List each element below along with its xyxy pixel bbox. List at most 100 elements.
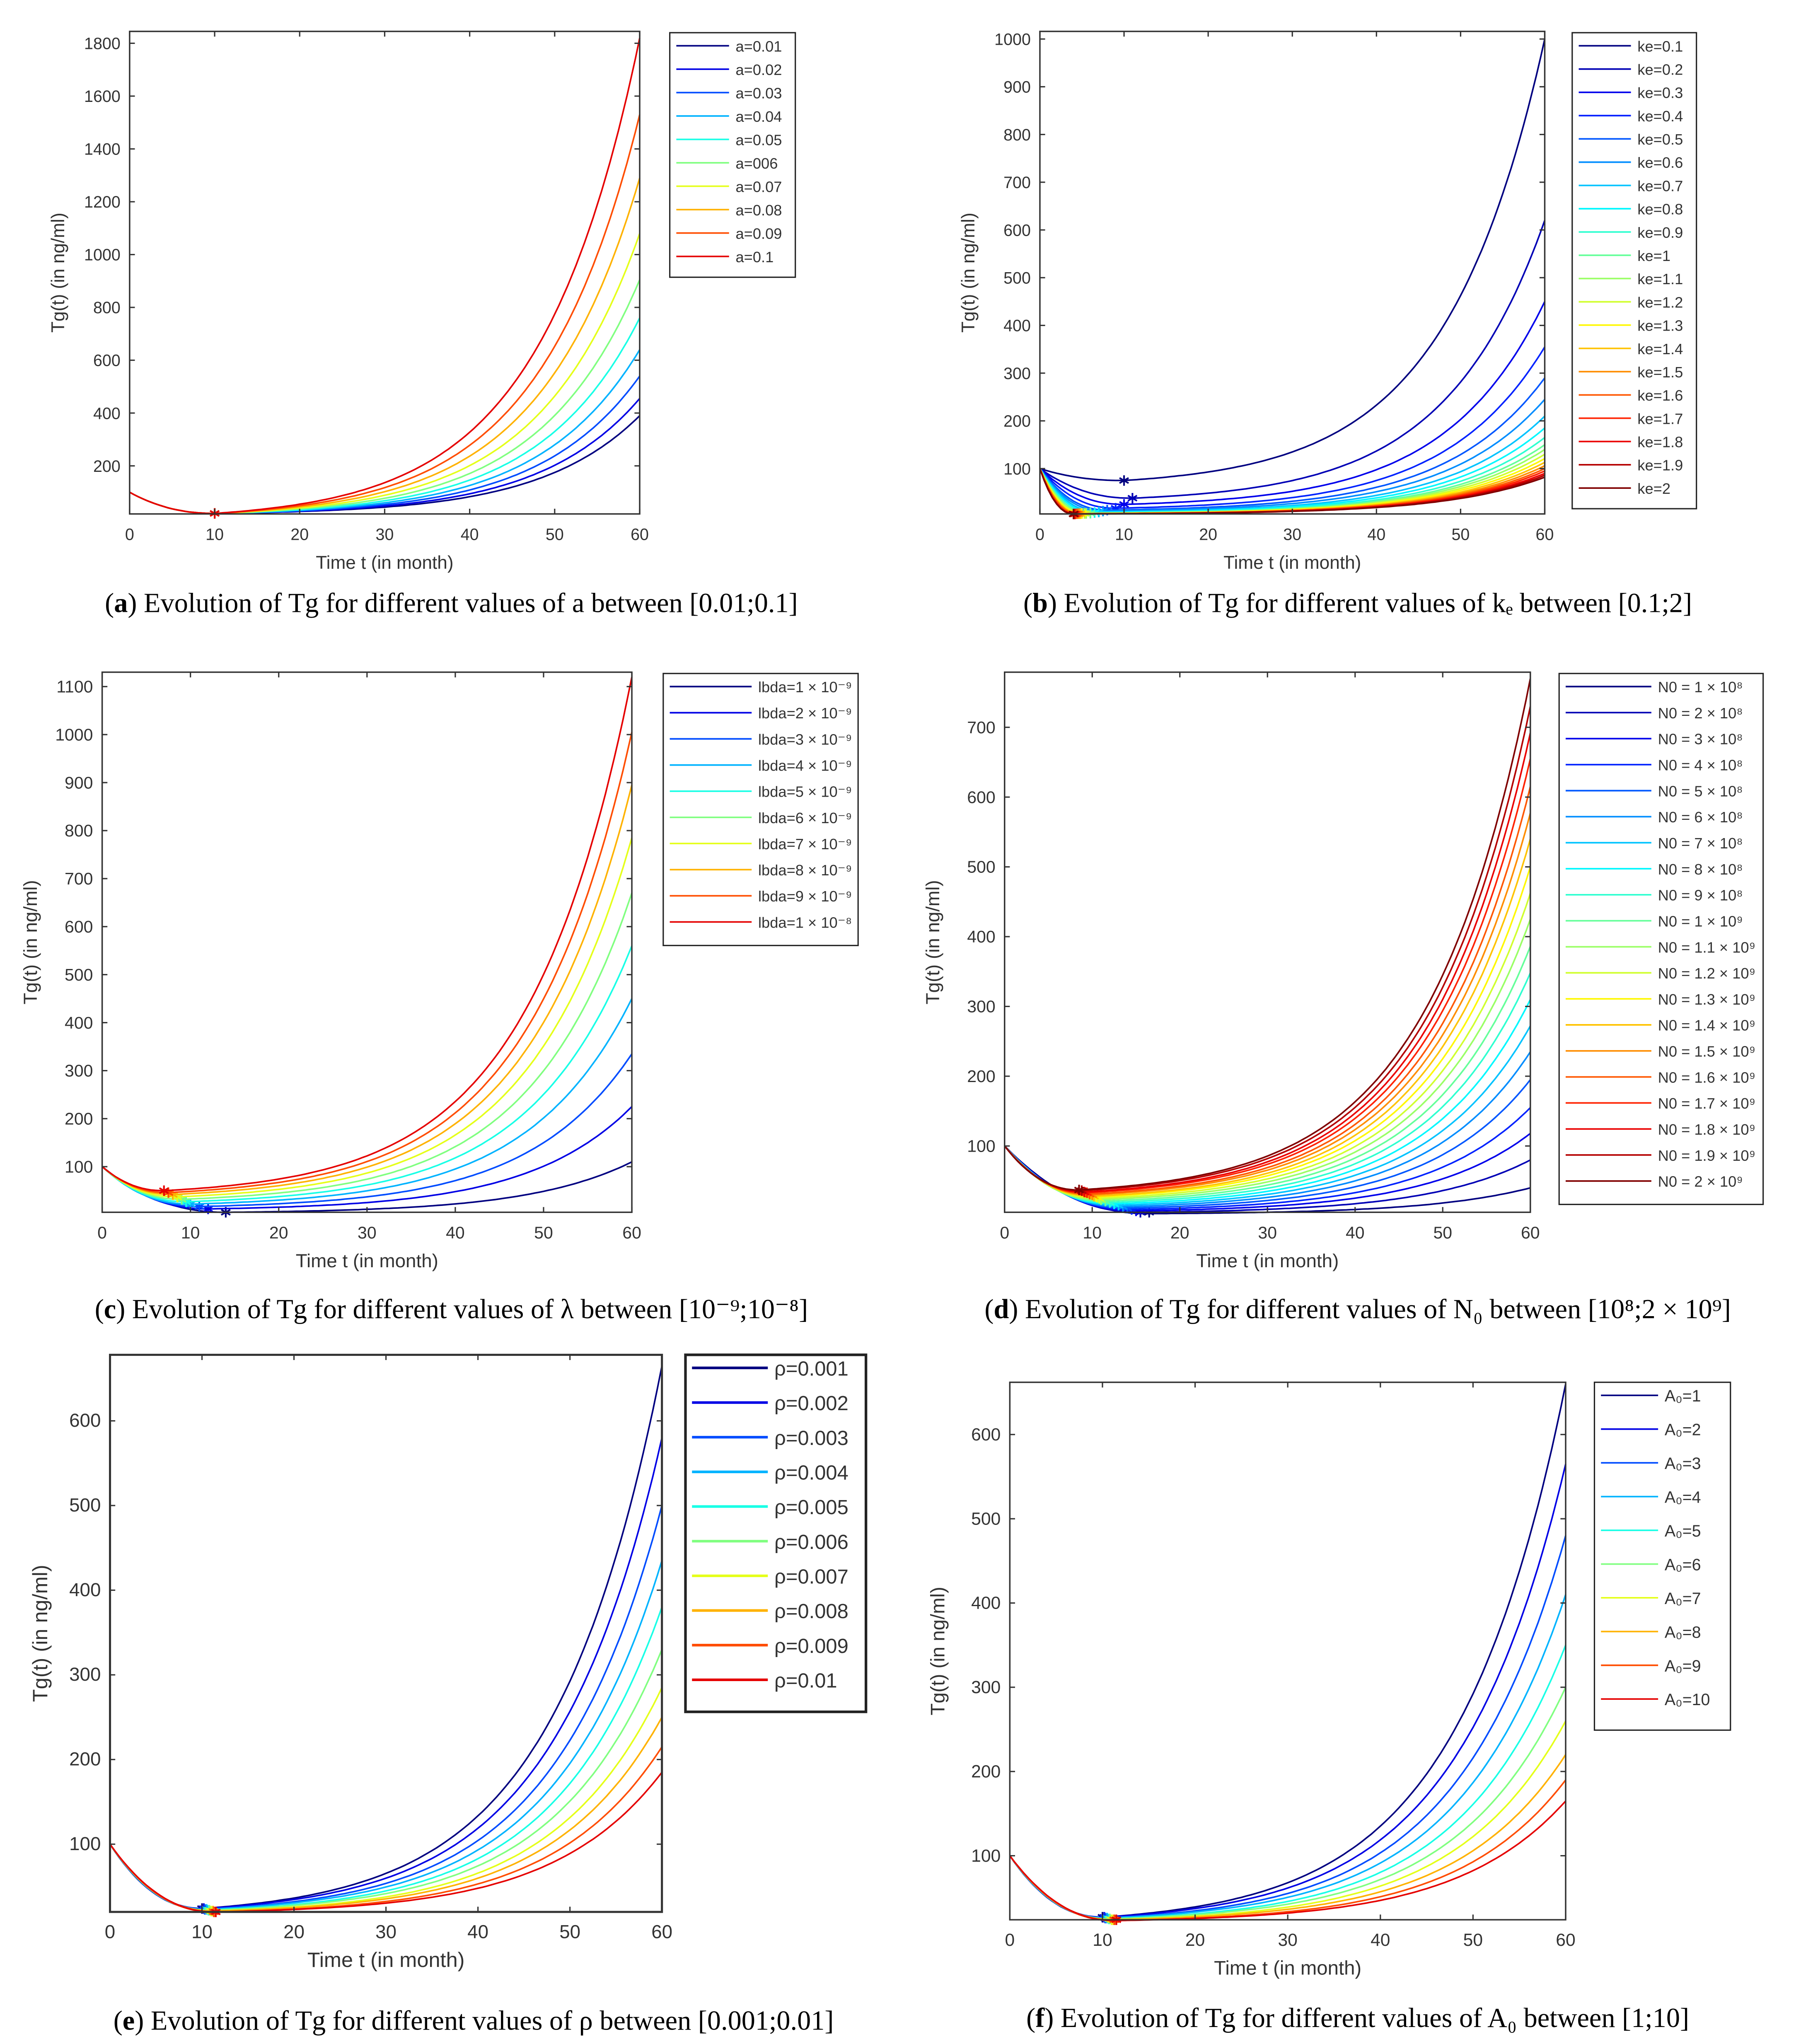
chart-panel-e: 0 10 20 30 40 50 60 100 200 300 400 500 600 Time t (i… xyxy=(28,1353,868,2036)
caption-open: ( xyxy=(95,1294,104,1324)
legend-label: lbda=9 × 10⁻⁹ xyxy=(758,888,852,905)
legend-item: ρ=0.007 xyxy=(692,1566,848,1588)
series-line-5 xyxy=(129,279,641,515)
series-line-3 xyxy=(1039,346,1546,509)
marker-stroke xyxy=(1074,1186,1084,1194)
marker-stroke xyxy=(159,1187,169,1194)
legend-item: a=0.1 xyxy=(676,249,774,266)
series-line-4 xyxy=(109,1607,663,1911)
series-line-5 xyxy=(1004,1051,1531,1208)
legend-label: ρ=0.009 xyxy=(774,1635,848,1657)
series-line-2 xyxy=(129,375,641,515)
legend: ke=0.1 ke=0.2 ke=0.3 ke=0.4 ke=0.5 ke=0.6 ke=0… xyxy=(1571,32,1697,510)
legend-label: a=0.1 xyxy=(735,249,774,266)
series-line-17 xyxy=(1004,732,1531,1193)
legend-item: A₀=9 xyxy=(1601,1657,1701,1675)
legend-item: lbda=1 × 10⁻⁹ xyxy=(670,679,852,696)
legend-item: N0 = 1.7 × 10⁹ xyxy=(1566,1095,1755,1112)
legend-label: ke=0.8 xyxy=(1637,201,1683,218)
legend-label: A₀=10 xyxy=(1665,1691,1710,1709)
legend-item: N0 = 2 × 10⁸ xyxy=(1566,705,1743,722)
y-axis-label: Tg(t) (in ng/ml) xyxy=(48,213,68,333)
series-line-15 xyxy=(1004,786,1531,1195)
legend-label: N0 = 1.1 × 10⁹ xyxy=(1658,939,1756,956)
x-axis-label: Time t (in month) xyxy=(296,1250,438,1271)
y-tick-label: 200 xyxy=(1003,412,1031,430)
x-tick-label: 10 xyxy=(205,526,224,544)
y-tick-label: 1000 xyxy=(84,246,121,264)
y-axis-label: Tg(t) (in ng/ml) xyxy=(927,1587,949,1715)
min-marker-9 xyxy=(159,1185,169,1196)
y-tick-label: 300 xyxy=(69,1664,101,1685)
series-line-9 xyxy=(1009,1800,1566,1921)
y-tick-label: 400 xyxy=(1003,317,1031,335)
legend-item: lbda=5 × 10⁻⁹ xyxy=(670,783,852,800)
legend-item: a=0.08 xyxy=(676,202,782,219)
legend-label: a=0.07 xyxy=(735,178,782,195)
series-line-5 xyxy=(102,893,633,1200)
caption-close: ) xyxy=(135,2005,151,2036)
y-tick-label: 400 xyxy=(93,404,121,423)
legend-item: ke=1.6 xyxy=(1579,387,1683,404)
legend-item: N0 = 1 × 10⁸ xyxy=(1566,679,1743,696)
caption-close: ) xyxy=(1009,1294,1025,1324)
caption: (e) Evolution of Tg for different values… xyxy=(114,2005,834,2036)
legend-label: N0 = 2 × 10⁹ xyxy=(1658,1173,1743,1190)
legend-item: ke=0.7 xyxy=(1579,177,1683,194)
x-tick-label: 20 xyxy=(1185,1930,1205,1950)
legend-item: ke=1.7 xyxy=(1579,410,1683,427)
series-line-7 xyxy=(1009,1754,1566,1921)
caption-open: ( xyxy=(114,2005,123,2036)
series-line-5 xyxy=(1009,1687,1566,1920)
series-line-13 xyxy=(1004,838,1531,1197)
y-tick-label: 1400 xyxy=(84,140,121,159)
series-line-4 xyxy=(129,317,641,515)
legend-label: N0 = 1 × 10⁹ xyxy=(1658,913,1743,930)
legend-item: A₀=10 xyxy=(1601,1691,1710,1709)
x-tick-label: 20 xyxy=(290,526,309,544)
y-tick-label: 200 xyxy=(65,1109,93,1128)
legend: lbda=1 × 10⁻⁹ lbda=2 × 10⁻⁹ lbda=3 × 10⁻⁹ l… xyxy=(662,673,859,946)
legend-item: ρ=0.006 xyxy=(692,1531,848,1554)
legend-label: N0 = 8 × 10⁸ xyxy=(1658,861,1743,878)
legend-label: ke=0.4 xyxy=(1637,108,1683,125)
legend-item: N0 = 3 × 10⁸ xyxy=(1566,731,1743,748)
x-tick-label: 40 xyxy=(446,1223,465,1242)
y-tick-label: 600 xyxy=(967,788,995,807)
legend-item: A₀=2 xyxy=(1601,1421,1701,1439)
legend-label: ke=0.7 xyxy=(1637,177,1683,194)
y-tick-label: 100 xyxy=(65,1157,93,1176)
legend-label: A₀=8 xyxy=(1665,1623,1701,1641)
caption-text: Evolution of Tg for different values of … xyxy=(132,1294,808,1324)
legend-item: ρ=0.003 xyxy=(692,1427,848,1450)
legend-label: ρ=0.006 xyxy=(774,1531,848,1554)
legend-label: A₀=9 xyxy=(1665,1657,1701,1675)
legend-box xyxy=(662,673,859,946)
legend-label: a=0.02 xyxy=(735,61,782,78)
legend-label: ke=1 xyxy=(1637,247,1670,264)
y-tick-label: 1000 xyxy=(55,725,93,744)
legend-label: N0 = 1.9 × 10⁹ xyxy=(1658,1147,1756,1164)
caption: (f) Evolution of Tg for different values… xyxy=(1026,2003,1689,2033)
legend-box xyxy=(669,32,796,278)
x-tick-label: 10 xyxy=(1093,1930,1112,1950)
legend-label: ρ=0.007 xyxy=(774,1566,848,1588)
series-line-9 xyxy=(1004,946,1531,1202)
y-tick-label: 1200 xyxy=(84,193,121,211)
legend-label: ρ=0.004 xyxy=(774,1462,848,1484)
legend-item: ke=2 xyxy=(1579,480,1670,497)
legend-label: A₀=1 xyxy=(1665,1387,1701,1405)
caption: (c) Evolution of Tg for different values… xyxy=(95,1294,808,1324)
series-line-0 xyxy=(109,1365,663,1909)
legend-label: ρ=0.001 xyxy=(774,1358,848,1380)
series-line-8 xyxy=(129,114,641,515)
series-line-0 xyxy=(1039,39,1546,482)
caption-text: Evolution of Tg for different values of … xyxy=(1025,1294,1731,1324)
legend-item: N0 = 2 × 10⁹ xyxy=(1566,1173,1743,1190)
legend-label: ke=1.2 xyxy=(1637,294,1683,311)
legend-item: N0 = 1.6 × 10⁹ xyxy=(1566,1069,1755,1086)
legend-item: a=0.04 xyxy=(676,108,782,125)
x-tick-label: 40 xyxy=(1371,1930,1390,1950)
series-line-1 xyxy=(129,398,641,515)
y-tick-label: 100 xyxy=(971,1846,1001,1866)
